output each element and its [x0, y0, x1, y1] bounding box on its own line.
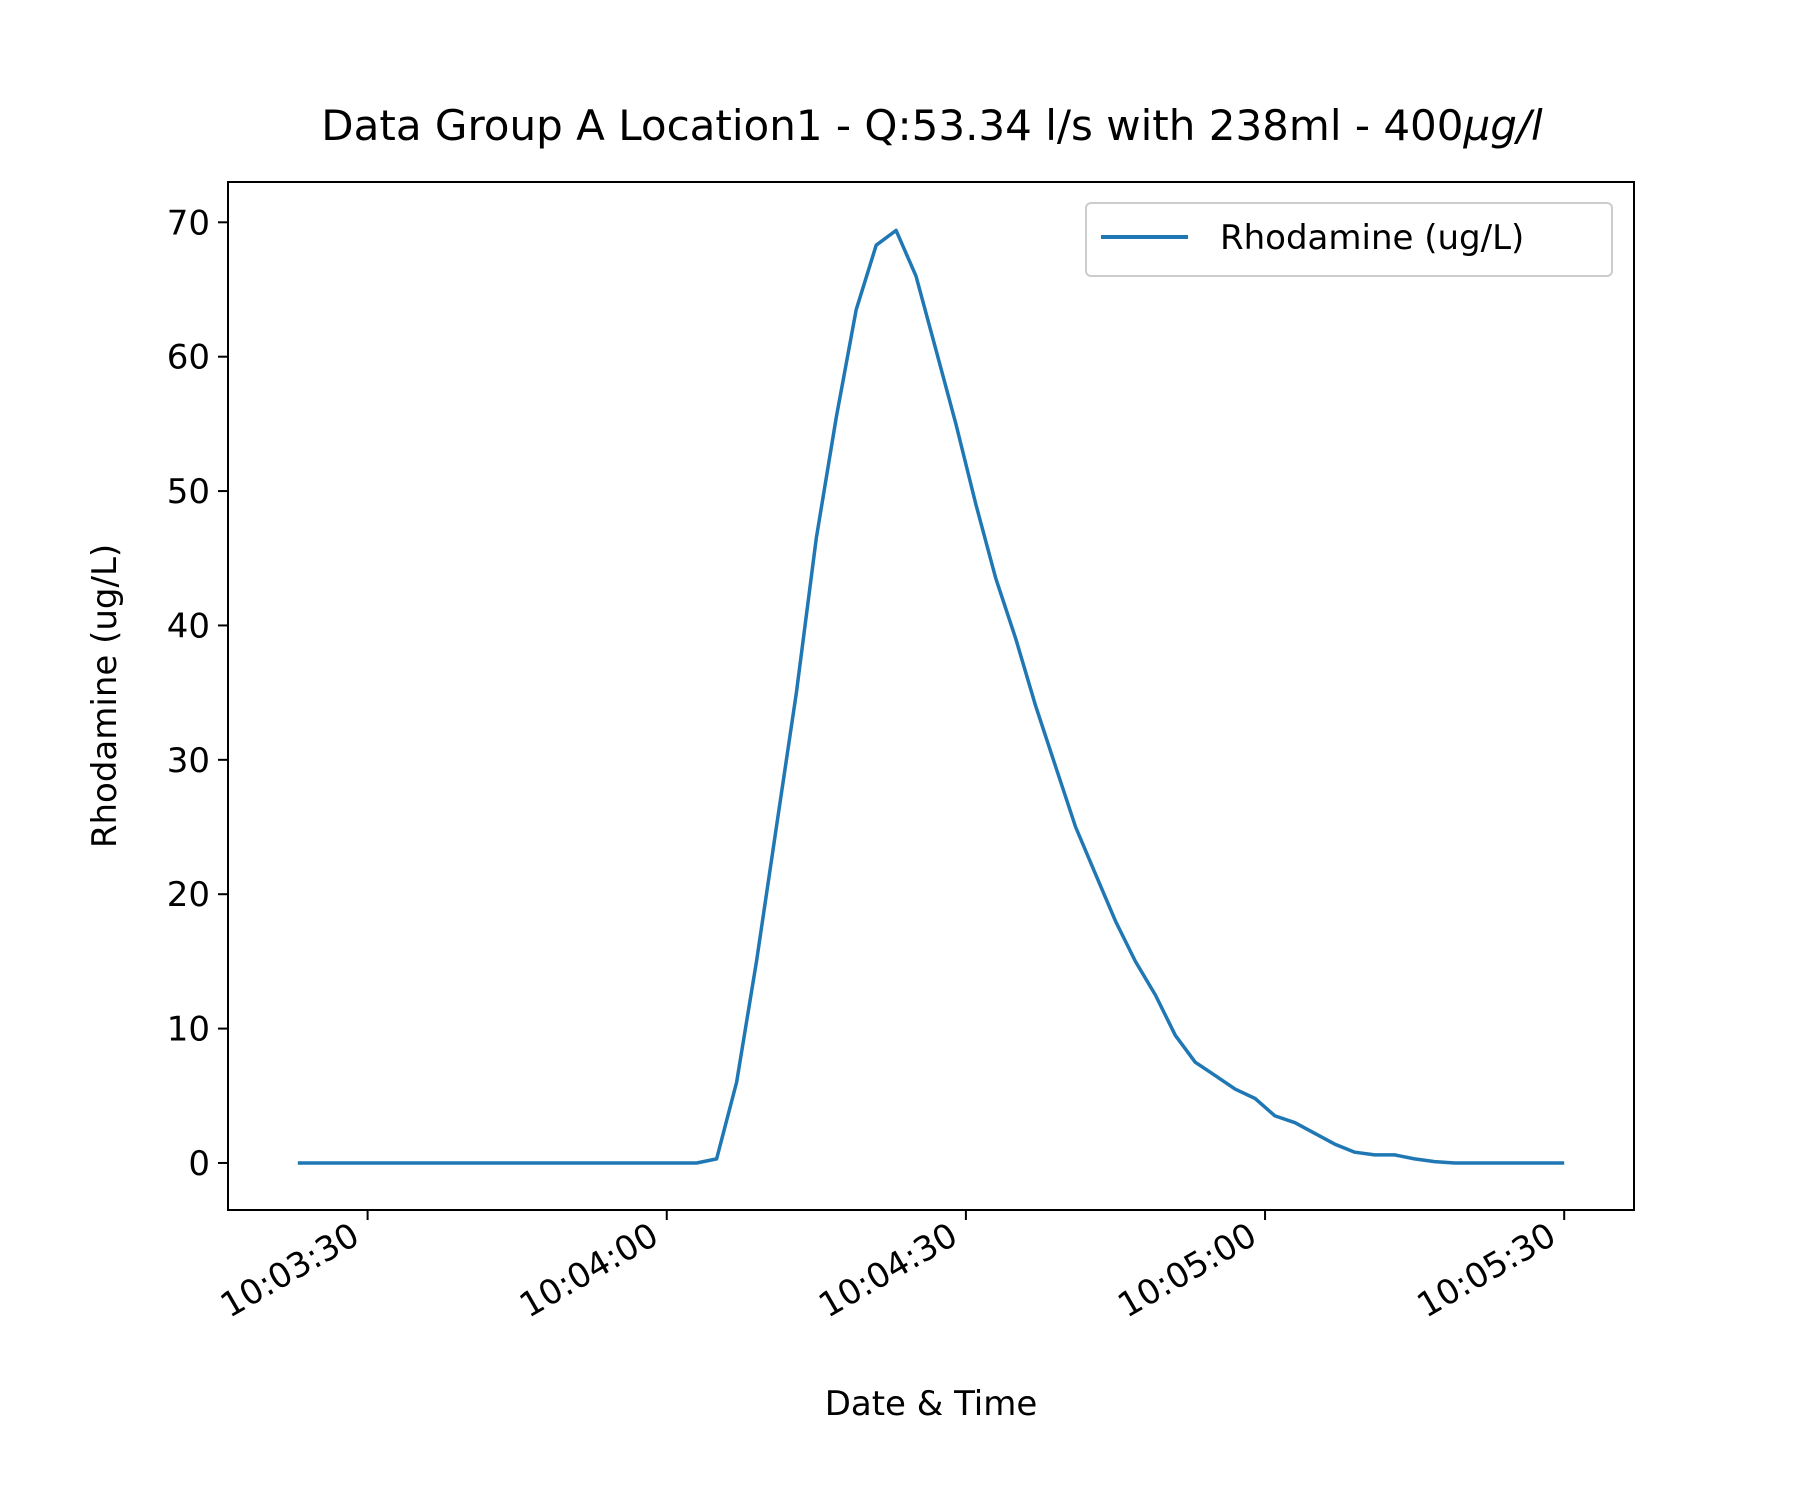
legend-box [1085, 202, 1613, 277]
chart-title-unit: μg/l [1463, 101, 1544, 150]
y-tick-label: 70 [167, 203, 210, 243]
chart-title-main: Data Group A Location1 - Q:53.34 l/s wit… [321, 101, 1463, 150]
series-layer [297, 228, 1565, 1165]
y-tick-label: 20 [167, 875, 210, 915]
y-tick-label: 50 [167, 472, 210, 512]
chart-title: Data Group A Location1 - Q:53.34 l/s wit… [321, 101, 1543, 150]
series-line-rhodamine [297, 228, 1565, 1165]
y-tick-label: 60 [167, 338, 210, 378]
legend-label: Rhodamine (ug/L) [1220, 218, 1524, 258]
y-tick-label: 30 [167, 741, 210, 781]
plot-frame [227, 181, 1635, 1211]
x-axis-label: Date & Time [825, 1384, 1038, 1424]
y-tick-label: 40 [167, 606, 210, 646]
y-tick-label: 10 [167, 1010, 210, 1050]
y-axis-label: Rhodamine (ug/L) [85, 544, 125, 848]
legend: Rhodamine (ug/L) [1085, 202, 1613, 277]
y-tick-label: 0 [188, 1144, 210, 1184]
